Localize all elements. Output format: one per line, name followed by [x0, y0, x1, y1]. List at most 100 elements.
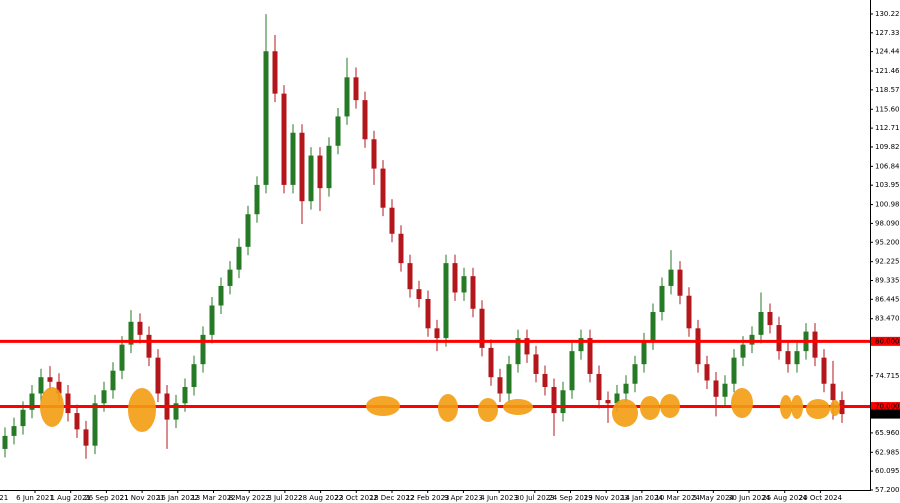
- highlight: [660, 394, 680, 418]
- candle-body: [641, 341, 647, 365]
- y-tick-label: 83.470: [875, 315, 900, 323]
- candle-body: [389, 207, 395, 234]
- y-tick-label: 74.715: [875, 372, 900, 380]
- y-tick-label: 60.095: [875, 467, 900, 475]
- candle-body: [263, 51, 269, 185]
- candle-body: [821, 357, 827, 384]
- candle-body: [227, 269, 233, 286]
- candle-body: [767, 312, 773, 326]
- y-tick-label: 57.200: [875, 486, 900, 494]
- y-tick-label: 106.845: [875, 162, 900, 170]
- candle-body: [155, 357, 161, 394]
- level-label: 70.000: [875, 403, 900, 411]
- candle-body: [758, 312, 764, 335]
- highlight: [830, 400, 840, 416]
- candle-body: [830, 383, 836, 401]
- x-tick-label: 4 Jun 2023: [480, 494, 518, 502]
- x-tick-label: 24 Sep 2023: [548, 494, 592, 502]
- x-tick-label: 6 Jun 2021: [16, 494, 54, 502]
- level-tag: [871, 336, 900, 346]
- y-tick-label: 86.445: [875, 295, 900, 303]
- y-tick-label: 112.710: [875, 124, 900, 132]
- candle-body: [191, 364, 197, 387]
- x-tick-label: 26 Sep 2021: [84, 494, 128, 502]
- highlight: [640, 396, 660, 420]
- y-tick-label: 124.440: [875, 48, 900, 56]
- candle-body: [704, 364, 710, 381]
- candle-body: [308, 155, 314, 202]
- candle-body: [713, 380, 719, 397]
- x-tick-label: 1 Aug 2021: [51, 494, 91, 502]
- candle-body: [749, 334, 755, 345]
- candle-body: [92, 403, 98, 446]
- candle-body: [110, 370, 116, 391]
- candle-body: [20, 409, 26, 427]
- candle-body: [407, 263, 413, 290]
- candle-body: [425, 298, 431, 329]
- candle-body: [128, 321, 134, 345]
- y-tick-label: 89.335: [875, 276, 900, 284]
- level-label: 80.000: [875, 337, 900, 345]
- highlight: [366, 396, 400, 416]
- candle-body: [281, 93, 287, 185]
- candle-body: [299, 132, 305, 202]
- candle-body: [398, 233, 404, 264]
- plot-area: [2, 14, 845, 459]
- candle-body: [506, 364, 512, 394]
- highlight: [478, 398, 498, 422]
- y-tick-label: 92.225: [875, 258, 900, 266]
- candle-body: [722, 383, 728, 397]
- candle-body: [542, 373, 548, 387]
- x-tick-label: 23 Oct 2022: [335, 494, 378, 502]
- y-tick-label: 98.090: [875, 219, 900, 227]
- x-tick-label: 30 Jul 2023: [515, 494, 555, 502]
- candle-body: [578, 338, 584, 352]
- candle-body: [209, 305, 215, 335]
- y-tick-label: 121.465: [875, 67, 900, 75]
- candle-body: [182, 386, 188, 404]
- candle-body: [173, 403, 179, 420]
- highlight: [791, 395, 803, 419]
- candle-body: [362, 100, 368, 140]
- y-tick-label: 115.600: [875, 105, 900, 113]
- x-tick-label: 9 Apr 2023: [444, 494, 483, 502]
- highlight: [40, 387, 64, 427]
- highlight: [438, 394, 458, 422]
- candle-body: [119, 344, 125, 371]
- x-tick-label: 21 Nov 2021: [120, 494, 165, 502]
- candle-body: [38, 377, 44, 394]
- candle-body: [740, 344, 746, 358]
- x-tick-label: 20 Oct 2024: [799, 494, 843, 502]
- candle-body: [623, 383, 629, 394]
- candle-body: [677, 269, 683, 296]
- candle-body: [335, 116, 341, 146]
- candle-body: [659, 285, 665, 313]
- annotations: [40, 387, 840, 432]
- candle-body: [236, 246, 242, 270]
- x-tick-label: 14 Jan 2024: [621, 494, 664, 502]
- y-tick-label: 62.985: [875, 448, 900, 456]
- candle-body: [371, 139, 377, 169]
- candle-body: [731, 357, 737, 384]
- last-price-label: 68.845: [875, 410, 900, 418]
- candle-body: [479, 308, 485, 348]
- candle-body: [101, 390, 107, 404]
- candle-body: [434, 328, 440, 339]
- x-tick-label: 19 Nov 2023: [584, 494, 629, 502]
- candle-body: [632, 364, 638, 384]
- candle-body: [668, 269, 674, 286]
- candle-body: [65, 393, 71, 414]
- candle-body: [29, 393, 35, 410]
- y-tick-label: 109.820: [875, 143, 900, 151]
- candle-body: [515, 338, 521, 365]
- x-tick-label: 3 Jul 2022: [267, 494, 302, 502]
- candle-body: [11, 426, 17, 436]
- candle-body: [344, 77, 350, 117]
- candle-body: [551, 386, 557, 414]
- highlight: [128, 388, 156, 432]
- x-tick-label: 5 May 2024: [693, 494, 735, 502]
- candle-body: [317, 155, 323, 189]
- candle-body: [326, 145, 332, 189]
